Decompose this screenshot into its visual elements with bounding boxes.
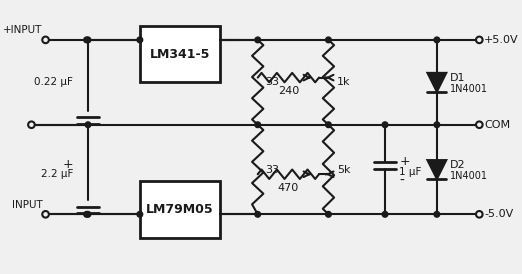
Text: 1N4001: 1N4001 <box>450 84 488 94</box>
Text: LM341-5: LM341-5 <box>150 47 210 61</box>
Circle shape <box>326 37 331 43</box>
Text: 1 µF: 1 µF <box>399 167 422 177</box>
Text: 1N4001: 1N4001 <box>450 171 488 181</box>
Text: LM79M05: LM79M05 <box>146 203 213 216</box>
Polygon shape <box>428 160 446 179</box>
Circle shape <box>85 122 91 128</box>
Text: 5k: 5k <box>337 164 350 175</box>
Circle shape <box>85 212 91 217</box>
Circle shape <box>382 122 388 128</box>
Circle shape <box>137 212 143 217</box>
Text: 0.22 µF: 0.22 µF <box>34 77 73 87</box>
Circle shape <box>137 37 143 43</box>
Text: D2: D2 <box>450 160 466 170</box>
Circle shape <box>255 37 260 43</box>
Text: 2.2 µF: 2.2 µF <box>41 169 73 179</box>
Circle shape <box>326 122 331 128</box>
Circle shape <box>85 37 91 43</box>
FancyBboxPatch shape <box>140 181 220 238</box>
Circle shape <box>434 212 440 217</box>
Text: +5.0V: +5.0V <box>484 35 519 45</box>
Text: D1: D1 <box>450 73 466 82</box>
Text: 1k: 1k <box>337 77 350 87</box>
Circle shape <box>255 122 260 128</box>
Text: +: + <box>62 158 73 171</box>
Text: INPUT: INPUT <box>12 200 43 210</box>
FancyBboxPatch shape <box>140 26 220 82</box>
Text: +: + <box>399 155 410 169</box>
Text: COM: COM <box>484 120 510 130</box>
Circle shape <box>434 37 440 43</box>
Text: 240: 240 <box>278 86 299 96</box>
Text: 33: 33 <box>265 164 279 175</box>
Text: -5.0V: -5.0V <box>484 209 513 219</box>
Text: 33: 33 <box>265 77 279 87</box>
Text: -: - <box>399 174 404 188</box>
Text: 470: 470 <box>278 183 299 193</box>
Circle shape <box>434 122 440 128</box>
Polygon shape <box>428 73 446 92</box>
Circle shape <box>84 212 89 217</box>
Circle shape <box>326 212 331 217</box>
Circle shape <box>84 37 89 43</box>
Text: +INPUT: +INPUT <box>3 25 43 35</box>
Circle shape <box>255 212 260 217</box>
Circle shape <box>382 212 388 217</box>
